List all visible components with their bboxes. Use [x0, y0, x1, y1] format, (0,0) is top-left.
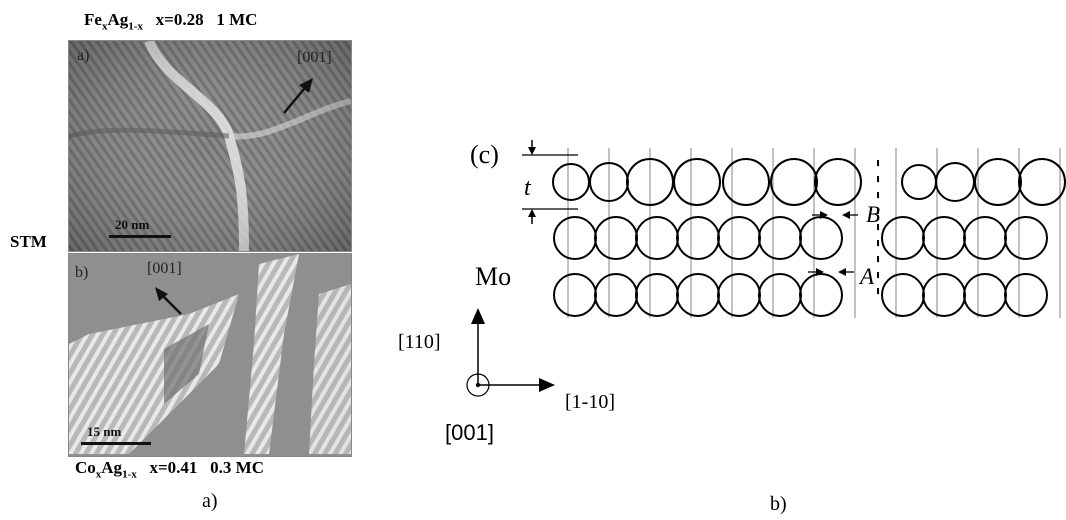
stm-texture-b: [69, 254, 351, 456]
thickness-indicator: [522, 140, 578, 224]
atom-circle: [1004, 273, 1048, 317]
panel-letter-b: b): [75, 264, 89, 281]
atom-circle: [553, 273, 597, 317]
schematic-panel-letter: (c): [470, 140, 499, 169]
atom-circle: [722, 158, 770, 206]
gap-marker-b: [812, 211, 858, 219]
atom-circle: [770, 158, 818, 206]
atom-circle: [1018, 158, 1066, 206]
atom-circle: [922, 273, 966, 317]
atom-circle: [594, 216, 638, 260]
coordinate-axes: [466, 308, 555, 397]
panel-letter-a: a): [77, 47, 90, 64]
bottom-composition-title: CoxAg1-x x=0.41 0.3 MC: [75, 458, 264, 481]
atom-circle: [901, 164, 937, 200]
vertical-lattice-lines: [567, 148, 1061, 318]
stm-side-label: STM: [10, 232, 47, 251]
atom-circle: [676, 273, 720, 317]
label-b: B: [866, 202, 880, 227]
atom-circle: [922, 216, 966, 260]
atom-circle: [974, 158, 1022, 206]
atom-circle: [676, 216, 720, 260]
atom-circle: [758, 216, 802, 260]
substrate-label: Mo: [475, 262, 511, 291]
top-composition-title: FexAg1-x x=0.28 1 MC: [84, 10, 258, 33]
label-a: A: [858, 264, 875, 289]
atom-circle: [799, 216, 843, 260]
gap-marker-a: [808, 268, 854, 276]
stm-image-fe-ag: a) [001] 20 nm: [68, 40, 352, 252]
atom-circle: [552, 163, 590, 201]
atom-circle: [963, 216, 1007, 260]
atom-circle: [717, 216, 761, 260]
atom-circle: [881, 216, 925, 260]
atom-circle: [963, 273, 1007, 317]
atom-circle: [594, 273, 638, 317]
atom-circle: [717, 273, 761, 317]
atom-circle: [758, 273, 802, 317]
direction-label-b: [001]: [147, 260, 182, 277]
atom-circle: [935, 162, 975, 202]
atom-circle: [1004, 216, 1048, 260]
atom-circle: [635, 216, 679, 260]
atom-circle: [635, 273, 679, 317]
scale-bar-b: [81, 442, 151, 445]
axis-label-001: [001]: [445, 420, 494, 445]
atom-circle: [814, 158, 862, 206]
atom-circle: [799, 273, 843, 317]
direction-label-a: [001]: [297, 49, 332, 66]
atom-circles: [552, 158, 1066, 317]
caption-b: b): [770, 493, 787, 515]
scale-label-a: 20 nm: [115, 217, 150, 232]
axis-label-1-10: [1-10]: [565, 391, 615, 413]
scale-bar-a: [109, 235, 171, 238]
stm-texture-a: [69, 41, 351, 251]
caption-a: a): [202, 490, 218, 512]
atom-circle: [881, 273, 925, 317]
atom-circle: [553, 216, 597, 260]
atom-circle: [673, 158, 721, 206]
thickness-label: t: [524, 175, 532, 201]
axis-label-110: [110]: [398, 331, 441, 353]
stm-image-co-ag: b) [001] 15 nm: [68, 253, 352, 457]
scale-label-b: 15 nm: [87, 424, 122, 439]
